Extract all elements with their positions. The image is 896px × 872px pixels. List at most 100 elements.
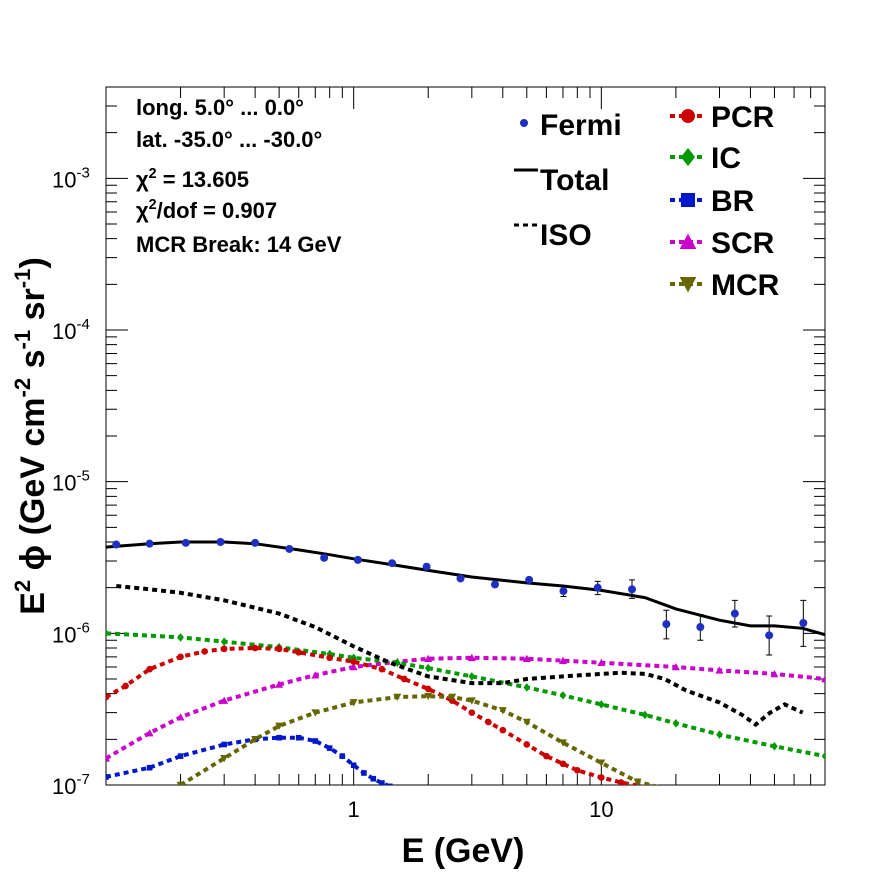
fermi-marker: [696, 623, 705, 632]
fermi-point: [696, 614, 705, 641]
legend-item-ic: IC: [670, 142, 741, 175]
ic-point: [106, 629, 110, 638]
legend-label: SCR: [711, 227, 775, 260]
fermi-marker: [593, 583, 602, 592]
fermi-point: [765, 615, 774, 656]
text-part: MCR Break: 14 GeV: [136, 232, 342, 257]
pcr-point: [201, 648, 208, 655]
legend-marker-ic: [681, 147, 695, 167]
text-part: sr: [14, 288, 52, 330]
info-line: lat. -35.0° ... -30.0°: [136, 127, 322, 152]
fermi-marker: [216, 538, 225, 547]
text-part: -1: [10, 269, 35, 289]
ic-line: [106, 631, 825, 759]
legend-label: PCR: [711, 101, 775, 134]
fermi-marker: [628, 585, 637, 594]
fermi-point: [490, 580, 499, 589]
pcr-point: [485, 718, 492, 726]
legend-item-scr: SCR: [670, 227, 775, 260]
info-line: χ2 = 13.605: [136, 166, 249, 192]
fermi-point: [251, 538, 260, 547]
legend-item-fermi: Fermi: [520, 109, 622, 142]
scr-point: [559, 656, 567, 664]
series-iso: [116, 584, 804, 728]
pcr-point: [499, 726, 507, 734]
pcr-point: [378, 665, 386, 673]
scr-point: [311, 671, 320, 679]
fermi-marker: [525, 575, 534, 584]
y-tick-label: 10-5: [52, 468, 90, 496]
ic-point: [672, 719, 680, 728]
scr-line: [106, 655, 825, 761]
legend-marker-pcr: [681, 109, 695, 123]
mcr-point: [311, 709, 320, 717]
text-part: -1: [10, 330, 35, 350]
info-box: long. 5.0° ... 0.0° lat. -35.0° ... -30.0…: [136, 95, 342, 257]
pcr-point: [251, 644, 259, 652]
mcr-point: [498, 707, 507, 715]
y-tick-label: 10-7: [52, 771, 90, 799]
br-point: [177, 753, 184, 759]
pcr-point: [424, 685, 432, 693]
pcr-point: [598, 774, 605, 781]
text-part: lat. -35.0° ... -30.0°: [136, 127, 322, 152]
text-part: χ: [136, 167, 149, 192]
series-pcr: [106, 644, 646, 785]
fermi-marker: [662, 620, 671, 629]
legend-item-pcr: PCR: [670, 101, 775, 134]
fermi-marker: [765, 631, 774, 640]
legend-item-iso: ISO: [514, 219, 592, 252]
text-part: ϕ (GeV cm: [14, 397, 52, 579]
x-axis-title: E (GeV): [402, 832, 525, 870]
scr-point: [220, 696, 229, 704]
text-part: 2: [149, 166, 157, 182]
pcr-point: [220, 645, 228, 653]
fermi-marker: [422, 562, 431, 571]
fermi-point: [320, 553, 329, 562]
ic-point: [523, 683, 531, 692]
br-point: [339, 753, 346, 759]
fermi-marker: [799, 618, 808, 627]
series-scr: [106, 653, 825, 762]
scr-point: [275, 680, 284, 688]
legend-item-mcr: MCR: [670, 269, 780, 302]
mcr-point: [349, 699, 358, 707]
ic-point: [716, 730, 723, 739]
info-line: χ2/dof = 0.907: [136, 197, 277, 223]
curves: [106, 540, 825, 785]
scr-point: [770, 669, 779, 678]
x-tick-label: 10: [589, 797, 613, 822]
scr-point: [715, 666, 724, 674]
ic-point: [177, 633, 184, 642]
fermi-point: [628, 579, 637, 599]
fermi-marker: [320, 553, 329, 562]
pcr-point: [275, 645, 283, 653]
legend-marker-br: [681, 193, 695, 207]
text-part: ): [14, 257, 52, 268]
ic-point: [771, 741, 778, 751]
legend-item-br: BR: [670, 185, 755, 218]
mcr-point: [393, 693, 402, 702]
pcr-point: [559, 760, 567, 768]
y-tick-label: 10-6: [52, 619, 90, 647]
scr-point: [145, 729, 154, 737]
scr-point: [671, 663, 680, 671]
text-part: E: [14, 592, 52, 615]
fermi-marker: [490, 580, 499, 589]
br-point: [361, 770, 367, 776]
pcr-point: [146, 665, 153, 673]
br-point: [379, 780, 385, 785]
fermi-point: [216, 538, 225, 547]
pcr-point: [400, 675, 408, 683]
legend-label: Fermi: [540, 109, 622, 142]
info-line: long. 5.0° ... 0.0°: [136, 95, 304, 120]
mcr-point: [633, 778, 642, 785]
fermi-point: [662, 609, 671, 640]
tick-marks: [105, 86, 826, 786]
scr-point: [106, 754, 110, 762]
info-line: MCR Break: 14 GeV: [136, 232, 342, 257]
text-part: long. 5.0° ... 0.0°: [136, 95, 304, 120]
legend-label: ISO: [540, 219, 592, 252]
plot-frame: [105, 86, 826, 786]
